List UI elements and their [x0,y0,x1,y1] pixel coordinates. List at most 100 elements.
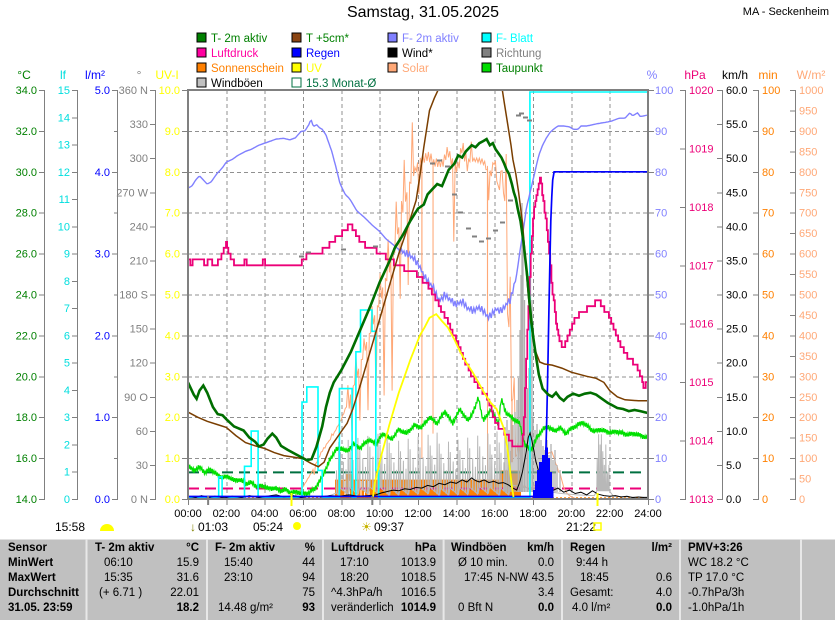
svg-text:100: 100 [655,85,673,97]
svg-text:0: 0 [64,494,70,506]
svg-text:120: 120 [130,358,148,370]
svg-text:30.0: 30.0 [726,290,747,302]
svg-text:15:58: 15:58 [55,520,85,534]
svg-text:MaxWert: MaxWert [8,572,56,584]
svg-text:7.0: 7.0 [165,208,180,220]
svg-text:90 O: 90 O [124,392,148,404]
svg-text:14:00: 14:00 [443,508,471,520]
svg-text:08:00: 08:00 [328,508,356,520]
svg-text:31.6: 31.6 [177,572,199,584]
svg-text:Windböen: Windböen [451,542,506,554]
svg-text:0.6: 0.6 [656,572,672,584]
svg-text:8: 8 [64,276,70,288]
svg-text:%: % [647,68,658,82]
svg-text:7: 7 [64,303,70,315]
svg-text:40: 40 [655,330,667,342]
svg-text:F- Blatt: F- Blatt [496,33,534,45]
svg-text:1014.9: 1014.9 [401,602,436,614]
svg-text:°C: °C [186,542,199,554]
svg-text:1019: 1019 [689,143,713,155]
svg-text:Richtung: Richtung [496,48,541,60]
svg-text:3.4: 3.4 [538,587,555,599]
svg-text:12:00: 12:00 [404,508,432,520]
svg-text:Gesamt:: Gesamt: [570,587,613,599]
svg-text:↓: ↓ [190,520,196,534]
svg-text:0 Bft N: 0 Bft N [458,602,493,614]
svg-text:14.48 g/m²: 14.48 g/m² [218,602,273,614]
svg-text:300: 300 [130,153,148,165]
svg-text:16:00: 16:00 [481,508,509,520]
svg-text:2: 2 [64,439,70,451]
svg-text:MinWert: MinWert [8,557,53,569]
svg-text:18:45: 18:45 [580,572,609,584]
svg-text:60: 60 [762,249,774,261]
svg-text:10.0: 10.0 [726,426,747,438]
svg-text:☀: ☀ [361,520,372,534]
svg-text:14: 14 [58,112,70,124]
svg-text:70: 70 [762,208,774,220]
svg-text:0.0: 0.0 [538,602,554,614]
svg-text:12: 12 [58,167,70,179]
svg-text:150: 150 [130,324,148,336]
svg-text:20.0: 20.0 [726,358,747,370]
svg-text:5: 5 [64,358,70,370]
svg-text:80: 80 [655,167,667,179]
svg-text:1018.5: 1018.5 [401,572,436,584]
svg-text:T- 2m aktiv: T- 2m aktiv [95,542,155,554]
svg-text:Ø 10 min.: Ø 10 min. [458,557,508,569]
svg-text:02:00: 02:00 [213,508,241,520]
svg-text:6.0: 6.0 [165,249,180,261]
svg-text:T- 2m aktiv: T- 2m aktiv [211,33,267,45]
svg-text:16.0: 16.0 [16,453,37,465]
svg-text:60.0: 60.0 [726,85,747,97]
svg-text:1016.5: 1016.5 [401,587,436,599]
svg-text:75: 75 [302,587,315,599]
svg-text:10: 10 [655,453,667,465]
svg-text:18.2: 18.2 [177,602,199,614]
svg-text:km/h: km/h [527,542,554,554]
svg-text:200: 200 [799,412,817,424]
svg-text:1015: 1015 [689,377,713,389]
svg-text:15.3 Monat-Ø: 15.3 Monat-Ø [306,78,376,90]
svg-text:Taupunkt: Taupunkt [496,63,543,75]
svg-text:30: 30 [762,371,774,383]
svg-text:1017: 1017 [689,260,713,272]
svg-text:4: 4 [64,385,70,397]
svg-text:Solar: Solar [402,63,429,75]
svg-text:850: 850 [799,146,817,158]
svg-text:90: 90 [762,126,774,138]
svg-text:Durchschnitt: Durchschnitt [8,587,79,599]
svg-text:20: 20 [655,412,667,424]
svg-text:1.0: 1.0 [165,453,180,465]
svg-text:450: 450 [799,310,817,322]
svg-text:km/h: km/h [722,68,748,82]
svg-text:28.0: 28.0 [16,208,37,220]
svg-text:1014: 1014 [689,436,713,448]
svg-text:1.0: 1.0 [95,412,110,424]
svg-text:0.0: 0.0 [165,494,180,506]
svg-text:Luftdruck: Luftdruck [331,542,385,554]
svg-text:l/m²: l/m² [652,542,673,554]
svg-text:0.0: 0.0 [656,602,672,614]
svg-text:0.0: 0.0 [538,557,554,569]
svg-text:6: 6 [64,330,70,342]
svg-text:-1.0hPa/1h: -1.0hPa/1h [688,602,744,614]
svg-text:24.0: 24.0 [16,290,37,302]
svg-text:24:00: 24:00 [634,508,662,520]
svg-text:0: 0 [799,494,805,506]
svg-text:10: 10 [762,453,774,465]
svg-text:9.0: 9.0 [165,126,180,138]
svg-text:45.0: 45.0 [726,187,747,199]
svg-text:°C: °C [17,68,31,82]
svg-text:W/m²: W/m² [797,68,826,82]
svg-text:600: 600 [799,249,817,261]
svg-text:330: 330 [130,119,148,131]
svg-text:180 S: 180 S [119,290,148,302]
svg-text:60: 60 [136,426,148,438]
svg-text:%: % [305,542,315,554]
svg-text:Regen: Regen [570,542,605,554]
svg-text:0: 0 [655,494,661,506]
svg-text:20: 20 [762,412,774,424]
svg-text:25.0: 25.0 [726,324,747,336]
svg-text:06:10: 06:10 [104,557,133,569]
